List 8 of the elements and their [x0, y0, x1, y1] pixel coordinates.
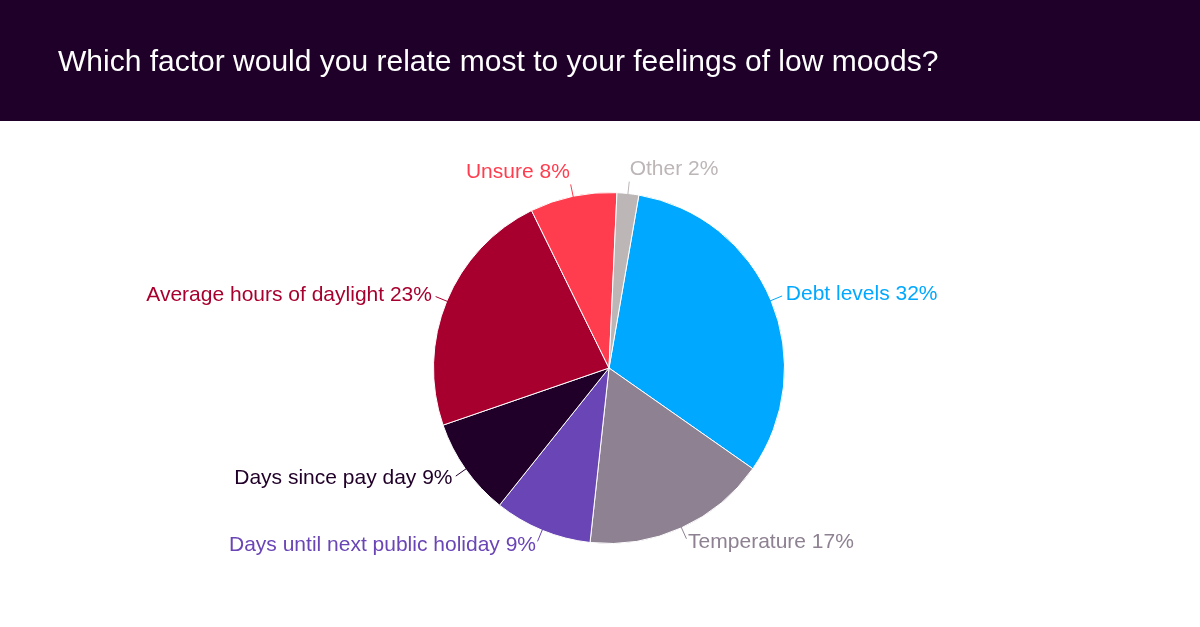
slice-label: Days since pay day 9%: [234, 465, 453, 489]
slice-label: Other 2%: [629, 156, 719, 180]
chart-title: Which factor would you relate most to your feelings of low moods?: [58, 43, 939, 78]
slice-label: Average hours of daylight 23%: [146, 281, 432, 305]
slice-label: Unsure 8%: [465, 159, 570, 183]
slice-label: Debt levels 32%: [785, 281, 938, 305]
slice-label: Temperature 17%: [688, 529, 854, 553]
slice-label: Days until next public holiday 9%: [229, 531, 537, 555]
